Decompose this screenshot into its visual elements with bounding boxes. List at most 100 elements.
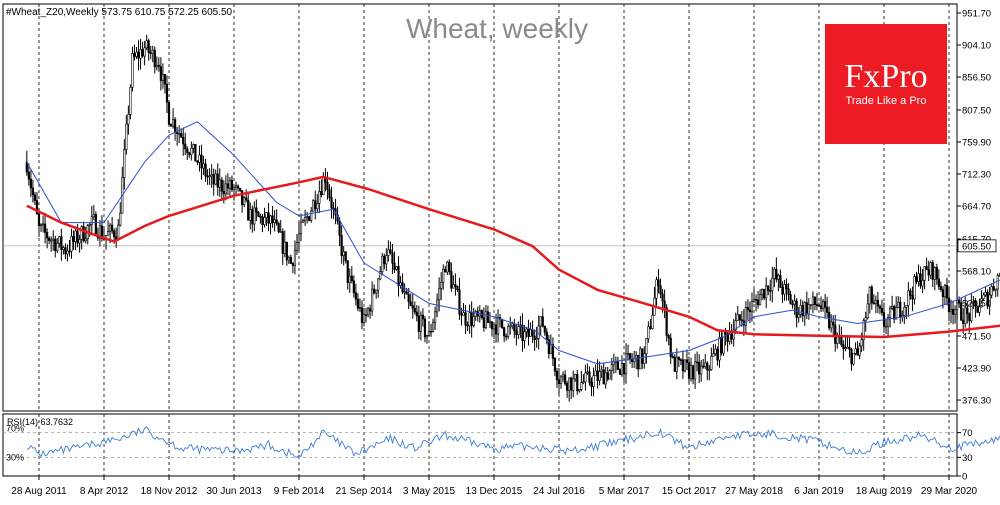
candle-body	[462, 312, 465, 316]
candle-body	[921, 279, 924, 287]
candle-body	[310, 210, 313, 221]
candle-body	[119, 212, 122, 226]
candle-body	[553, 358, 557, 372]
candle-body	[811, 296, 815, 305]
candle-body	[529, 329, 532, 337]
candle-body	[700, 365, 703, 375]
candle-body	[234, 185, 238, 188]
candle-body	[773, 269, 776, 279]
candle-body	[826, 307, 829, 313]
candle-body	[204, 163, 207, 177]
candle-body	[570, 377, 573, 391]
candle-body	[734, 320, 737, 331]
candle-body	[956, 300, 959, 310]
candle-body	[592, 375, 595, 387]
candle-body	[626, 353, 630, 355]
candle-body	[180, 133, 183, 138]
candle-body	[232, 186, 236, 191]
candle-body	[277, 223, 280, 232]
candle-body	[257, 211, 260, 217]
candle-body	[791, 303, 794, 306]
candle-body	[196, 160, 199, 163]
candle-body	[608, 370, 611, 380]
candle-body	[712, 353, 715, 357]
candle-body	[409, 301, 412, 306]
main-panel-frame	[2, 3, 958, 412]
x-tick-label: 5 Mar 2017	[599, 486, 650, 497]
candle-body	[308, 216, 311, 221]
y-tick-label: 376.30	[962, 396, 991, 407]
candle-body	[312, 200, 315, 212]
candle-body	[448, 261, 451, 272]
candle-body	[943, 284, 947, 298]
candle-body	[970, 302, 973, 322]
candle-body	[247, 199, 250, 221]
candle-body	[765, 285, 768, 299]
candle-body	[665, 307, 668, 336]
candle-body	[405, 291, 408, 295]
candle-body	[685, 359, 689, 363]
candle-body	[645, 338, 648, 354]
candle-body	[440, 281, 443, 289]
candle-body	[992, 286, 995, 291]
candle-body	[454, 284, 457, 287]
candle-body	[923, 266, 926, 281]
candle-body	[66, 250, 69, 255]
y-tick-label: 904.10	[962, 40, 991, 51]
candle-body	[535, 338, 538, 340]
candle-body	[771, 277, 774, 292]
y-tick-label: 759.90	[962, 137, 991, 148]
candle-body	[444, 268, 447, 273]
candle-body	[425, 335, 429, 338]
x-tick-label: 18 Aug 2019	[856, 486, 913, 497]
candle-body	[344, 251, 347, 261]
axes-layer: 28 Aug 2011 8 Apr 2012 18 Nov 2012 30 Jun 2…	[11, 8, 997, 497]
candle-body	[33, 194, 37, 201]
candle-body	[153, 49, 156, 68]
candle-body	[899, 301, 902, 317]
x-tick-label: 29 Mar 2020	[921, 486, 978, 497]
symbol-header: #Wheat_Z20,Weekly 573.75 610.75 572.25 6…	[6, 7, 233, 18]
candle-body	[458, 289, 461, 315]
candle-body	[586, 371, 589, 374]
price-label-box	[957, 239, 997, 253]
candle-body	[238, 187, 242, 191]
candle-body	[182, 136, 185, 145]
candle-body	[149, 52, 152, 54]
candle-body	[505, 335, 508, 338]
x-tick-label: 28 Aug 2011	[11, 486, 67, 497]
candle-body	[129, 86, 132, 115]
candle-body	[39, 224, 43, 227]
candle-body	[279, 231, 282, 233]
candle-body	[643, 353, 646, 364]
candle-body	[667, 335, 670, 339]
candle-body	[348, 275, 351, 283]
candle-body	[736, 314, 739, 322]
candle-body	[907, 290, 910, 306]
candle-body	[850, 349, 853, 365]
candle-body	[202, 163, 205, 169]
candle-body	[982, 294, 985, 299]
candle-body	[373, 288, 376, 294]
candle-body	[433, 311, 437, 323]
y-tick-label: 423.90	[962, 364, 991, 375]
candle-body	[281, 231, 284, 254]
candle-body	[864, 317, 867, 321]
candle-body	[241, 190, 244, 205]
candle-body	[509, 325, 512, 328]
candle-body	[813, 296, 817, 305]
brand-tagline: Trade Like a Pro	[845, 95, 927, 107]
candle-body	[874, 299, 877, 304]
candle-body	[545, 331, 548, 340]
candle-body	[805, 302, 808, 315]
candle-body	[265, 212, 268, 218]
candle-body	[801, 304, 804, 317]
chart-title: Wheat, weekly	[406, 13, 588, 44]
candle-body	[945, 284, 949, 299]
candle-body	[809, 304, 812, 306]
candle-body	[846, 346, 849, 349]
candle-body	[988, 294, 991, 307]
y-tick-label: 856.50	[962, 72, 991, 83]
candle-body	[754, 299, 758, 301]
